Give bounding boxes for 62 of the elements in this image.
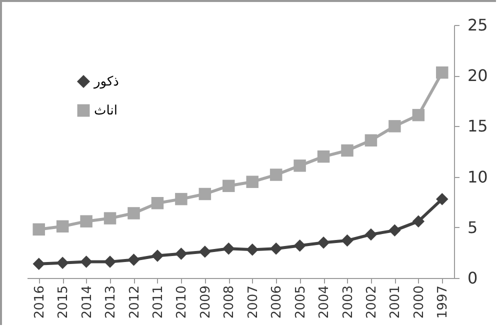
point	[175, 192, 188, 206]
y-tick-label: 25	[468, 16, 488, 34]
x-tick-label: 2014	[80, 286, 95, 319]
point	[317, 150, 330, 163]
point	[128, 207, 140, 220]
x-tick-label: 2015	[56, 286, 72, 319]
y-tick-label: 20	[468, 66, 488, 86]
point	[364, 134, 378, 146]
point	[151, 196, 164, 210]
point	[175, 248, 188, 260]
x-tick-label: 2004	[317, 286, 332, 319]
point	[388, 224, 401, 237]
point	[294, 239, 306, 252]
point	[246, 176, 258, 188]
point	[294, 160, 306, 172]
y-tick-label: 5	[468, 218, 478, 237]
point	[32, 223, 45, 236]
point	[270, 168, 282, 181]
point	[198, 188, 212, 200]
x-tick-label: 2008	[222, 286, 238, 319]
point	[222, 242, 235, 255]
y-tick-label: 10	[468, 167, 488, 186]
point	[80, 215, 92, 228]
y-tick-label: 15	[468, 116, 488, 136]
x-tick-label: 2016	[32, 286, 48, 319]
x-tick-label: 2005	[293, 286, 308, 319]
point	[388, 120, 401, 132]
point	[412, 215, 425, 228]
x-tick-label: 2010	[174, 286, 190, 319]
x-tick-label: 1997	[436, 286, 451, 319]
point	[412, 108, 425, 122]
point	[32, 258, 45, 270]
point	[246, 244, 258, 256]
x-tick-label: 2012	[127, 286, 142, 319]
x-tick-label: 2001	[388, 286, 404, 319]
x-tick-label: 2013	[104, 286, 119, 319]
point	[104, 212, 116, 224]
y-tick-label: 0	[468, 268, 478, 288]
point	[128, 254, 140, 266]
point	[104, 256, 116, 268]
point	[56, 220, 69, 233]
point	[222, 180, 235, 192]
point	[270, 242, 282, 255]
point	[198, 246, 212, 258]
point	[436, 66, 448, 79]
x-tick-label: 2006	[270, 286, 285, 319]
x-tick-label: 2000	[412, 286, 427, 319]
point	[317, 236, 330, 249]
legend-label: اناث	[94, 104, 118, 118]
x-tick-label: 2011	[150, 286, 166, 319]
point	[56, 256, 69, 269]
point	[364, 228, 378, 241]
x-tick-label: 2009	[198, 286, 214, 319]
point	[341, 144, 354, 157]
legend-label: ذكور	[93, 74, 120, 90]
point	[341, 234, 354, 247]
point	[80, 256, 92, 268]
x-tick-label: 2007	[246, 286, 261, 319]
x-tick-label: 2003	[340, 286, 356, 319]
point	[436, 192, 448, 206]
x-tick-label: 2002	[364, 286, 380, 319]
point	[151, 250, 164, 262]
